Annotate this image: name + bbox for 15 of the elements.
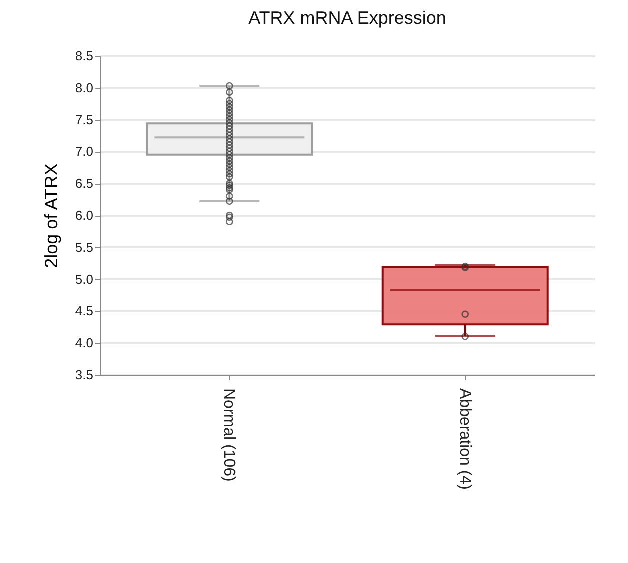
y-tick-label: 7.5 [75,112,94,128]
y-tick-label: 5.0 [75,272,94,287]
y-tick-label: 6.0 [75,208,94,223]
x-tick-label: Abberation (4) [456,388,474,490]
y-tick-label: 4.5 [75,304,94,319]
y-tick-label: 7.0 [75,144,94,160]
y-axis-title: 2log of ATRX [41,164,62,268]
y-tick-label: 3.5 [75,368,94,382]
x-tick-label: Normal (106) [220,388,238,482]
y-tick-label: 5.5 [75,240,94,255]
y-tick-label: 8.5 [75,48,94,64]
chart-title: ATRX mRNA Expression [248,8,446,28]
y-tick-label: 4.0 [75,336,94,351]
y-tick-label: 8.0 [75,80,94,96]
y-tick-label: 6.5 [75,176,94,192]
